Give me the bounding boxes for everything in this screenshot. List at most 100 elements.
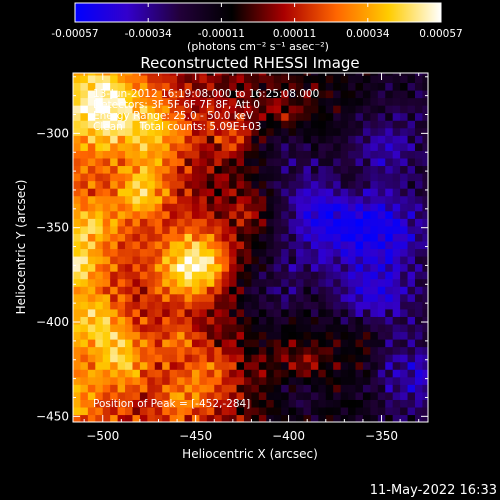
heatmap-cell — [221, 127, 230, 136]
heatmap-cell — [214, 323, 223, 333]
heatmap-cell — [362, 354, 371, 363]
heatmap-cell — [348, 150, 357, 159]
heatmap-cell — [132, 218, 141, 227]
heatmap-cell — [303, 316, 312, 325]
heatmap-cell — [288, 157, 297, 167]
heatmap-cell — [73, 271, 82, 280]
heatmap-cell — [214, 255, 223, 265]
heatmap-cell — [125, 105, 134, 114]
heatmap-cell — [236, 89, 245, 99]
x-tick-label: −350 — [365, 429, 398, 443]
heatmap-cell — [214, 120, 223, 129]
heatmap-cell — [258, 120, 267, 129]
x-tick: −450 — [179, 73, 212, 443]
heatmap-cell — [258, 188, 267, 197]
heatmap-cell — [310, 391, 319, 400]
heatmap-cell — [422, 316, 428, 325]
heatmap-cell — [333, 135, 342, 144]
heatmap-cell — [281, 278, 290, 287]
heatmap-cell — [102, 195, 111, 204]
heatmap-cell — [162, 165, 171, 174]
heatmap-cell — [117, 180, 126, 189]
heatmap-cell — [147, 233, 156, 242]
x-tick: −500 — [86, 73, 119, 443]
heatmap-cell — [362, 293, 371, 302]
heatmap-cell — [191, 89, 200, 99]
heatmap-cell — [400, 105, 409, 114]
heatmap-cell — [340, 142, 349, 151]
heatmap-cell — [348, 331, 357, 340]
heatmap-cell — [236, 74, 245, 84]
heatmap-cell — [400, 210, 409, 219]
heatmap-cell — [325, 157, 334, 167]
heatmap-cell — [243, 293, 253, 302]
heatmap-cell — [229, 346, 238, 355]
heatmap-cell — [236, 120, 245, 129]
heatmap-cell — [110, 263, 119, 272]
heatmap-cell — [288, 376, 297, 385]
heatmap-cell — [355, 346, 364, 355]
heatmap-cell — [117, 127, 126, 136]
heatmap-cell — [296, 97, 305, 106]
heatmap-cell — [340, 354, 349, 363]
heatmap-cell — [333, 240, 342, 250]
heatmap-cell — [162, 225, 171, 234]
heatmap-cell — [303, 180, 312, 189]
heatmap-cell — [273, 255, 282, 265]
heatmap-cell — [400, 74, 409, 84]
heatmap-cell — [162, 301, 171, 310]
heatmap-cell — [154, 271, 163, 280]
heatmap-cell — [288, 142, 297, 151]
heatmap-cell — [296, 74, 305, 84]
info-annotations: 13-Jun-2012 16:19:08.000 to 16:25:08.000… — [93, 88, 319, 410]
heatmap-cell — [80, 203, 89, 212]
heatmap-cell — [407, 120, 416, 129]
heatmap-cell — [296, 323, 305, 333]
heatmap-cell — [87, 406, 96, 416]
heatmap-cell — [206, 218, 215, 227]
heatmap-cell — [221, 361, 230, 370]
colorbar-tick-label: -0.00034 — [125, 28, 173, 40]
heatmap-cell — [177, 203, 186, 212]
heatmap-cell — [422, 203, 428, 212]
heatmap-cell — [400, 203, 409, 212]
heatmap-cell — [191, 286, 200, 295]
heatmap-cell — [117, 218, 126, 227]
heatmap-cell — [288, 391, 297, 400]
heatmap-cell — [296, 331, 305, 340]
heatmap-cell — [154, 157, 163, 167]
heatmap-cell — [310, 248, 319, 257]
heatmap-cell — [422, 255, 428, 265]
heatmap-cell — [355, 225, 364, 234]
heatmap-cell — [310, 157, 319, 167]
heatmap-cell — [236, 195, 245, 204]
heatmap-cell — [348, 346, 357, 355]
heatmap-cell — [73, 97, 82, 106]
heatmap-cell — [340, 271, 349, 280]
heatmap-cell — [147, 391, 156, 400]
heatmap-cell — [243, 286, 253, 295]
heatmap-cell — [73, 240, 82, 250]
heatmap-cell — [385, 271, 394, 280]
heatmap-cell — [214, 218, 223, 227]
heatmap-cell — [258, 271, 267, 280]
heatmap-cell — [251, 369, 260, 378]
heatmap-cell — [139, 74, 148, 84]
heatmap-cell — [221, 180, 230, 189]
heatmap-cell — [414, 82, 424, 91]
heatmap-cell — [169, 120, 178, 129]
heatmap-cell — [362, 89, 371, 99]
heatmap-cell — [310, 112, 319, 121]
heatmap-cell — [221, 263, 230, 272]
heatmap-cell — [281, 414, 290, 422]
heatmap-cell — [348, 225, 357, 234]
heatmap-cell — [273, 82, 282, 91]
heatmap-cell — [80, 120, 89, 129]
heatmap-cell — [73, 142, 82, 151]
heatmap-cell — [258, 210, 267, 219]
heatmap-cell — [385, 120, 394, 129]
heatmap-cell — [258, 172, 267, 182]
heatmap-cell — [281, 74, 290, 84]
heatmap-cell — [414, 369, 424, 378]
heatmap-cell — [422, 240, 428, 250]
